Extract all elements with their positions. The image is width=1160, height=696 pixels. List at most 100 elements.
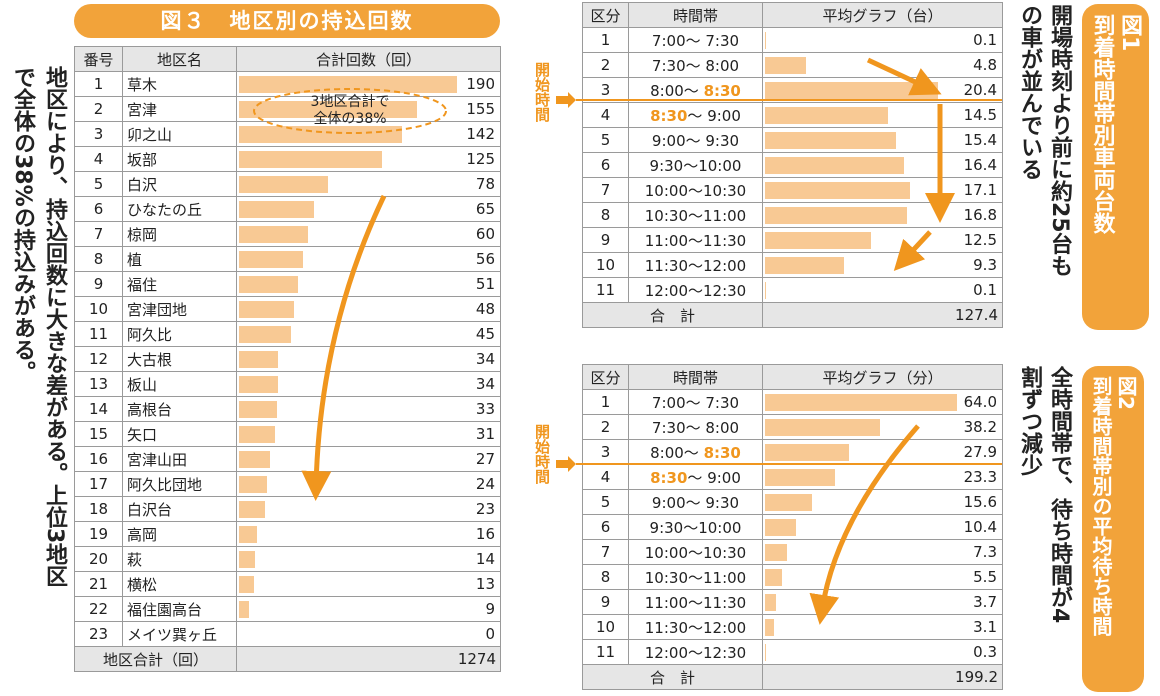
fig3-row: 12 大古根 34 xyxy=(74,346,501,372)
fig3-data-label: 155 xyxy=(466,100,495,118)
fig1-row-category: 8:30～ 9:00 xyxy=(628,102,763,128)
fig1-start-arrow-icon xyxy=(556,92,576,108)
fig1-row-id: 9 xyxy=(582,227,629,253)
fig3-row-id: 15 xyxy=(74,421,123,447)
fig2-row: 10 11:30～12:00 3.1 xyxy=(582,614,1003,640)
fig3-data-label: 24 xyxy=(475,475,495,493)
fig2-start-time-highlight: 8:30 xyxy=(703,443,741,462)
fig2-row: 11 12:00～12:30 0.3 xyxy=(582,639,1003,665)
fig1-bar xyxy=(765,82,938,99)
fig3-annotation: 3地区合計で 全体の38% xyxy=(262,94,438,128)
fig1-row-id: 7 xyxy=(582,177,629,203)
fig3-data-label: 27 xyxy=(475,450,495,468)
fig1-total-value: 127.4 xyxy=(762,302,1003,328)
fig2-bar xyxy=(765,494,812,511)
fig1-row-graph: 16.4 xyxy=(762,152,1003,178)
fig2-row-id: 11 xyxy=(582,639,629,665)
fig3-header-count: 合計回数（回） xyxy=(236,46,501,72)
fig3-data-label: 33 xyxy=(475,400,495,418)
fig2-data-label: 3.1 xyxy=(973,618,997,636)
fig1-side-text-line-1: 開場時刻より前に約25台も xyxy=(1047,4,1072,277)
fig2-row-graph: 27.9 xyxy=(762,439,1003,465)
fig2-row-category: 12:00～12:30 xyxy=(628,639,763,665)
fig1-row-id: 2 xyxy=(582,52,629,78)
fig3-row-id: 23 xyxy=(74,621,123,647)
fig3-row-category: メイツ巽ヶ丘 xyxy=(122,621,237,647)
fig3-row-id: 14 xyxy=(74,396,123,422)
fig3-row: 20 萩 14 xyxy=(74,546,501,572)
fig2-row-graph: 23.3 xyxy=(762,464,1003,490)
fig1-row: 6 9:30～10:00 16.4 xyxy=(582,152,1003,178)
fig3-row-id: 4 xyxy=(74,146,123,172)
fig1-badge-title: 到着時間帯別車両台数 xyxy=(1089,14,1115,234)
fig2-bar xyxy=(765,469,835,486)
fig3-row: 14 高根台 33 xyxy=(74,396,501,422)
fig3-bar xyxy=(239,326,291,343)
fig2-total-value: 199.2 xyxy=(762,664,1003,690)
fig3-bar xyxy=(239,451,270,468)
fig3-row-graph: 56 xyxy=(236,246,501,272)
fig3-data-label: 23 xyxy=(475,500,495,518)
fig3-bar xyxy=(239,501,266,518)
fig3-row: 21 横松 13 xyxy=(74,571,501,597)
fig1-row-category: 12:00～12:30 xyxy=(628,277,763,303)
fig2-bar xyxy=(765,519,797,536)
fig1-row-id: 3 xyxy=(582,77,629,103)
fig1-side-text-line-2: の車が並んでいる xyxy=(1017,4,1042,180)
fig3-row-graph: 9 xyxy=(236,596,501,622)
fig3-row: 15 矢口 31 xyxy=(74,421,501,447)
fig3-row: 17 阿久比団地 24 xyxy=(74,471,501,497)
fig1-bar xyxy=(765,182,910,199)
fig3-row-id: 17 xyxy=(74,471,123,497)
fig3-row-graph: 24 xyxy=(236,471,501,497)
fig3-row-category: 椋岡 xyxy=(122,221,237,247)
fig1-row-id: 10 xyxy=(582,252,629,278)
fig1-header-graph: 平均グラフ（台） xyxy=(762,2,1003,28)
fig2-body: 1 7:00～ 7:30 64.0 2 7:30～ 8:00 38.2 3 8:00～ 8:3… xyxy=(582,389,1003,665)
fig3-row-category: 矢口 xyxy=(122,421,237,447)
fig1-row: 1 7:00～ 7:30 0.1 xyxy=(582,27,1003,53)
fig3-row-graph: 65 xyxy=(236,196,501,222)
fig2-bar xyxy=(765,544,787,561)
fig3-row-graph: 27 xyxy=(236,446,501,472)
fig3-bar xyxy=(239,476,267,493)
fig1-row-graph: 15.4 xyxy=(762,127,1003,153)
fig2-row-graph: 10.4 xyxy=(762,514,1003,540)
fig2-row: 6 9:30～10:00 10.4 xyxy=(582,514,1003,540)
fig1-bar xyxy=(765,282,766,299)
fig2-row-id: 9 xyxy=(582,589,629,615)
fig2-start-label: 開始時間 xyxy=(533,424,551,484)
fig1-badge: 図1 到着時間帯別車両台数 xyxy=(1082,4,1149,330)
fig2-badge: 図2 到着時間帯別の平均待ち時間 xyxy=(1082,366,1144,692)
fig3-data-label: 13 xyxy=(475,575,495,593)
fig3-row-graph: 0 xyxy=(236,621,501,647)
fig1-row-category: 11:00～11:30 xyxy=(628,227,763,253)
fig2-row-graph: 3.1 xyxy=(762,614,1003,640)
fig3-row-category: 高岡 xyxy=(122,521,237,547)
fig3-data-label: 65 xyxy=(475,200,495,218)
fig3-side-text: 地区により、持込回数に大きな差がある。上位3地区 で全体の38%の持込みがある。 xyxy=(6,66,70,686)
fig3-row: 19 高岡 16 xyxy=(74,521,501,547)
fig3-bar xyxy=(239,226,308,243)
fig2-row: 9 11:00～11:30 3.7 xyxy=(582,589,1003,615)
fig3-row-category: 草木 xyxy=(122,71,237,97)
fig3-header-district: 地区名 xyxy=(122,46,237,72)
fig2-side-text: 全時間帯で、待ち時間が4 割ずつ減少 xyxy=(1014,366,1074,692)
fig2-bar xyxy=(765,569,782,586)
fig2-row-category: 7:30～ 8:00 xyxy=(628,414,763,440)
fig1-row-category: 7:30～ 8:00 xyxy=(628,52,763,78)
fig1-row-id: 4 xyxy=(582,102,629,128)
fig3-data-label: 60 xyxy=(475,225,495,243)
fig3-row-id: 19 xyxy=(74,521,123,547)
fig3-bar xyxy=(239,551,256,568)
fig1-row-category: 10:00～10:30 xyxy=(628,177,763,203)
fig2-row-graph: 15.6 xyxy=(762,489,1003,515)
fig3-row-category: 高根台 xyxy=(122,396,237,422)
fig2-row-graph: 64.0 xyxy=(762,389,1003,415)
fig3-row-category: 萩 xyxy=(122,546,237,572)
fig1-row: 2 7:30～ 8:00 4.8 xyxy=(582,52,1003,78)
fig2-data-label: 0.3 xyxy=(973,643,997,661)
fig3-bar xyxy=(239,376,278,393)
fig2-row: 3 8:00～ 8:30 27.9 xyxy=(582,439,1003,465)
fig2-badge-title: 到着時間帯別の平均待ち時間 xyxy=(1089,376,1113,636)
